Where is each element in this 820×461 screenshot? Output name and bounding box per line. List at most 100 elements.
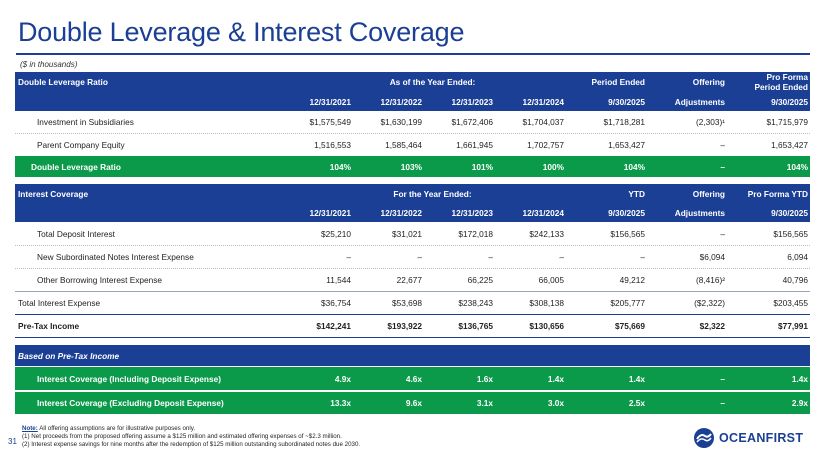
row-label: Parent Company Equity <box>37 139 125 150</box>
cell-value: 1,516,553 <box>314 139 351 150</box>
footnote-1: (1) Net proceeds from the proposed offer… <box>22 433 342 440</box>
cell-value: 40,796 <box>782 275 808 285</box>
cell-value: 4.9x <box>334 373 351 384</box>
as-of-year-ended-label: As of the Year Ended: <box>389 77 476 87</box>
col-header-date: 12/31/2023 <box>451 207 493 218</box>
pretax-coverage-title: Based on Pre-Tax Income <box>18 350 120 361</box>
double-leverage-title: Double Leverage Ratio <box>18 77 108 87</box>
section-divider <box>15 337 810 338</box>
cell-value: – <box>559 252 564 262</box>
interest-coverage-header-row: Interest Coverage For the Year Ended: YT… <box>15 184 810 203</box>
cell-value: 2.9x <box>791 398 808 408</box>
title-divider <box>16 53 810 55</box>
cell-value: 2.5x <box>628 398 645 408</box>
col-header-date: 9/30/2025 <box>608 96 645 107</box>
col-header-date: 12/31/2022 <box>380 207 422 218</box>
cell-value: $53,698 <box>392 298 422 308</box>
cell-value: 1,653,427 <box>608 139 645 150</box>
cell-value: ($2,322) <box>694 298 725 308</box>
row-label: Total Interest Expense <box>18 298 101 308</box>
pro-forma-period-ended-label: Pro Forma Period Ended <box>730 72 808 92</box>
cell-value: $77,991 <box>778 321 808 331</box>
for-year-ended-label: For the Year Ended: <box>393 188 472 199</box>
table-row: New Subordinated Notes Interest Expense … <box>15 245 810 268</box>
page-number: 31 <box>8 437 17 446</box>
interest-coverage-subheader-row: 12/31/2021 12/31/2022 12/31/2023 12/31/2… <box>15 203 810 222</box>
row-label: New Subordinated Notes Interest Expense <box>37 252 194 262</box>
cell-value: $205,777 <box>610 298 645 308</box>
double-leverage-ratio-row: Double Leverage Ratio 104% 103% 101% 100… <box>15 156 810 177</box>
coverage-row: Interest Coverage (Excluding Deposit Exp… <box>15 391 810 414</box>
cell-value: 1.4x <box>547 373 564 384</box>
cell-value: 104% <box>786 161 808 172</box>
cell-value: – <box>417 252 422 262</box>
col-header-date: 12/31/2024 <box>522 207 564 218</box>
cell-value: (8,416)² <box>695 275 725 285</box>
row-label: Pre-Tax Income <box>18 321 80 331</box>
row-label: Investment in Subsidiaries <box>37 117 134 127</box>
cell-value: 9.6x <box>405 398 422 408</box>
cell-value: 4.6x <box>405 373 422 384</box>
double-leverage-subheader-row: 12/31/2021 12/31/2022 12/31/2023 12/31/2… <box>15 92 810 111</box>
units-note: ($ in thousands) <box>20 60 78 69</box>
double-leverage-header-row: Double Leverage Ratio As of the Year End… <box>15 72 810 92</box>
cell-value: – <box>640 252 645 262</box>
cell-value: $1,630,199 <box>380 117 422 127</box>
cell-value: – <box>346 252 351 262</box>
cell-value: $6,094 <box>699 252 725 262</box>
cell-value: – <box>720 373 725 384</box>
row-label: Double Leverage Ratio <box>31 161 121 172</box>
coverage-row: Interest Coverage (Including Deposit Exp… <box>15 367 810 390</box>
cell-value: 104% <box>329 161 351 172</box>
cell-value: (2,303)¹ <box>695 117 725 127</box>
cell-value: $308,138 <box>529 298 564 308</box>
footnote-2: (2) Interest expense savings for nine mo… <box>22 441 361 448</box>
cell-value: $1,672,406 <box>451 117 493 127</box>
pre-tax-income-row: Pre-Tax Income $142,241 $193,922 $136,76… <box>15 314 810 337</box>
cell-value: 1,653,427 <box>771 139 808 150</box>
cell-value: $156,565 <box>610 228 645 239</box>
footnote-intro: Note: All offering assumptions are for i… <box>22 425 360 433</box>
period-ended-label: Period Ended <box>591 77 645 87</box>
table-row: Parent Company Equity 1,516,553 1,585,46… <box>15 133 810 155</box>
cell-value: $1,704,037 <box>522 117 564 127</box>
ytd-label: YTD <box>628 188 645 199</box>
cell-value: 6,094 <box>787 252 808 262</box>
pro-forma-ytd-label: Pro Forma YTD <box>747 188 808 199</box>
cell-value: 22,677 <box>396 275 422 285</box>
pro-forma-line-1: Pro Forma <box>766 72 809 82</box>
cell-value: $193,922 <box>387 321 422 331</box>
cell-value: 13.3x <box>330 398 351 408</box>
cell-value: – <box>720 398 725 408</box>
col-header-date: 9/30/2025 <box>608 207 645 218</box>
cell-value: 1,661,945 <box>456 139 493 150</box>
pretax-coverage-header-row: Based on Pre-Tax Income <box>15 345 810 366</box>
cell-value: $142,241 <box>316 321 351 331</box>
cell-value: $242,133 <box>529 228 564 239</box>
pro-forma-line-2: Period Ended <box>754 82 808 92</box>
page-title: Double Leverage & Interest Coverage <box>18 17 465 47</box>
col-header-date: 9/30/2025 <box>771 207 808 218</box>
oceanfirst-logo: OCEANFIRST <box>693 426 803 450</box>
col-header-date: 12/31/2021 <box>309 207 351 218</box>
row-label: Interest Coverage (Excluding Deposit Exp… <box>37 398 224 408</box>
cell-value: 66,005 <box>538 275 564 285</box>
cell-value: 3.0x <box>547 398 564 408</box>
offering-label: Offering <box>692 77 725 87</box>
col-header-adjustments: Adjustments <box>674 96 725 107</box>
cell-value: $1,718,281 <box>603 117 645 127</box>
cell-value: 104% <box>623 161 645 172</box>
footnotes: Note: All offering assumptions are for i… <box>22 425 360 449</box>
row-label: Interest Coverage (Including Deposit Exp… <box>37 373 221 384</box>
oceanfirst-wave-logo-icon <box>694 428 714 448</box>
cell-value: – <box>720 139 725 150</box>
cell-value: 1.4x <box>791 373 808 384</box>
cell-value: 1,585,464 <box>385 139 422 150</box>
cell-value: $36,754 <box>321 298 351 308</box>
cell-value: 3.1x <box>476 398 493 408</box>
table-row: Other Borrowing Interest Expense 11,544 … <box>15 268 810 291</box>
row-label: Other Borrowing Interest Expense <box>37 275 162 285</box>
cell-value: $25,210 <box>321 228 351 239</box>
total-interest-expense-row: Total Interest Expense $36,754 $53,698 $… <box>15 291 810 314</box>
cell-value: $238,243 <box>458 298 493 308</box>
